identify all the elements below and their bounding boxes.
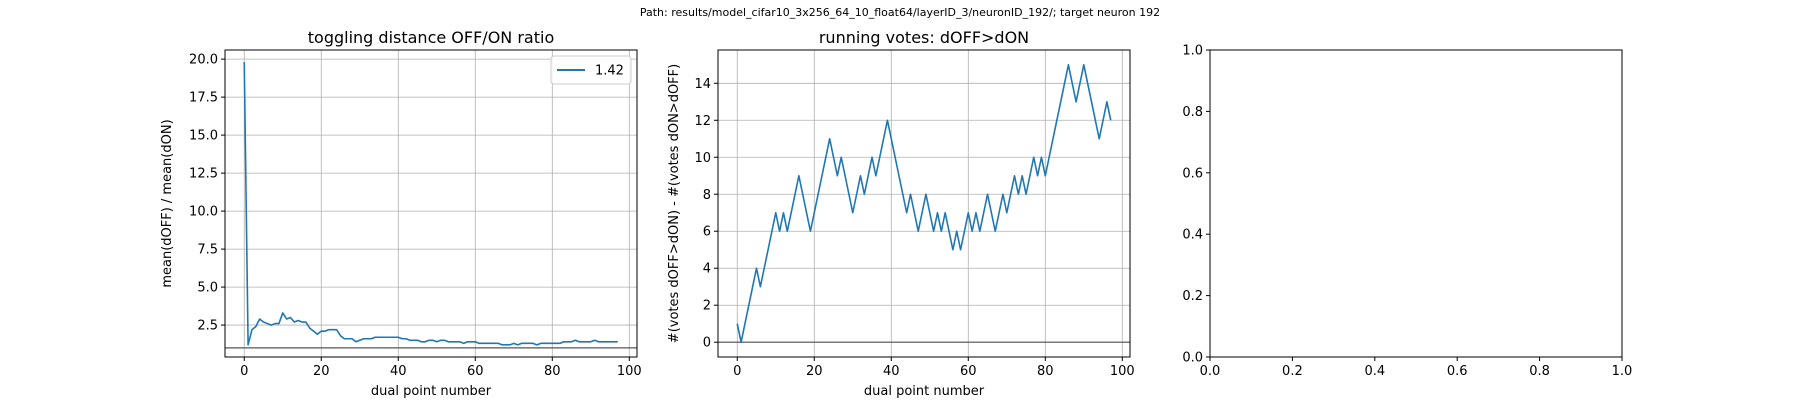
- chart-1-legend-box: [550, 55, 632, 85]
- chart-3-ytick-label-1: 0.2: [1182, 289, 1203, 304]
- figure-suptitle: Path: results/model_cifar10_3x256_64_10_…: [640, 6, 1160, 19]
- chart-3-ytick-label-5: 1.0: [1182, 44, 1203, 59]
- chart-3-xtick-label-1: 0.2: [1282, 364, 1303, 379]
- chart-3: 0.0 0.2 0.4 0.6 0.8 1.0 0.0 0.2 0.4 0.6 0.8 1.0: [1182, 44, 1632, 380]
- chart-3-ytick-label-0: 0.0: [1182, 351, 1203, 366]
- chart-2-ytick-label-0: 0: [703, 336, 711, 351]
- chart-1-ytick-label-5: 15.0: [189, 129, 218, 144]
- chart-1-ytick-label-2: 7.5: [197, 243, 218, 258]
- chart-1-ytick-label-1: 5.0: [197, 281, 218, 296]
- chart-1-xtick-label-1: 20: [313, 364, 330, 379]
- chart-1-xtick-label-2: 40: [390, 364, 407, 379]
- chart-3-xtick-label-2: 0.4: [1364, 364, 1385, 379]
- chart-2-ytick-label-4: 8: [703, 188, 711, 203]
- chart-2-xtick-label-0: 0: [733, 364, 741, 379]
- chart-2-ytick-label-1: 2: [703, 299, 711, 314]
- chart-2-xtick-label-1: 20: [806, 364, 823, 379]
- chart-2-ytick-label-2: 4: [703, 262, 711, 277]
- chart-3-ytick-label-2: 0.4: [1182, 228, 1203, 243]
- chart-1-ytick-label-4: 12.5: [189, 167, 218, 182]
- chart-3-xtick-label-3: 0.6: [1447, 364, 1468, 379]
- chart-1-ytick-label-6: 17.5: [189, 91, 218, 106]
- chart-1-ytick-label-0: 2.5: [197, 319, 218, 334]
- chart-3-axes-frame: [1209, 49, 1623, 358]
- chart-2-xtick-label-4: 80: [1037, 364, 1054, 379]
- chart-2-xtick-label-5: 100: [1110, 364, 1135, 379]
- chart-1-xtick-label-0: 0: [240, 364, 248, 379]
- chart-3-ytick-label-3: 0.6: [1182, 166, 1203, 181]
- chart-1-xlabel: dual point number: [371, 384, 492, 399]
- chart-1-legend-label-1: 1.42: [595, 64, 624, 79]
- chart-2-ytick-label-5: 10: [694, 151, 711, 166]
- chart-2: 0 20 40 60 80 100 0 2 4 6 8 10 12 14 running votes: dO…: [667, 28, 1135, 399]
- chart-1-legend: 1.42: [550, 55, 632, 85]
- chart-2-axes-frame: [717, 49, 1131, 358]
- chart-3-ytick-label-4: 0.8: [1182, 105, 1203, 120]
- chart-3-xtick-label-5: 1.0: [1612, 364, 1633, 379]
- chart-1-xtick-label-4: 80: [544, 364, 561, 379]
- chart-1-title: toggling distance OFF/ON ratio: [308, 28, 554, 47]
- chart-2-series-1-line: [736, 64, 1112, 344]
- chart-2-ytick-label-7: 14: [694, 77, 711, 92]
- chart-2-ytick-label-3: 6: [703, 225, 711, 240]
- chart-2-xlabel: dual point number: [864, 384, 985, 399]
- chart-3-xtick-label-4: 0.8: [1529, 364, 1550, 379]
- chart-2-ytick-label-6: 12: [694, 114, 711, 129]
- chart-1-series-1-line: [243, 62, 618, 346]
- chart-2-xtick-label-3: 60: [960, 364, 977, 379]
- chart-1-xtick-label-3: 60: [467, 364, 484, 379]
- chart-1-ytick-label-3: 10.0: [189, 205, 218, 220]
- chart-2-ylabel: #(votes dOFF>dON) - #(votes dON>dOFF): [667, 64, 682, 343]
- chart-1-ytick-label-7: 20.0: [189, 53, 218, 68]
- chart-2-title: running votes: dOFF>dON: [819, 28, 1029, 47]
- chart-1-xtick-label-5: 100: [617, 364, 642, 379]
- chart-3-xtick-label-0: 0.0: [1200, 364, 1221, 379]
- chart-1: 0 20 40 60 80 100 2.5 5.0 7.5 10.0 12.5 15.0 17.5 20.…: [160, 28, 642, 399]
- chart-1-axes-frame: [224, 49, 638, 358]
- chart-1-ylabel: mean(dOFF) / mean(dON): [160, 119, 175, 287]
- chart-2-xtick-label-2: 40: [883, 364, 900, 379]
